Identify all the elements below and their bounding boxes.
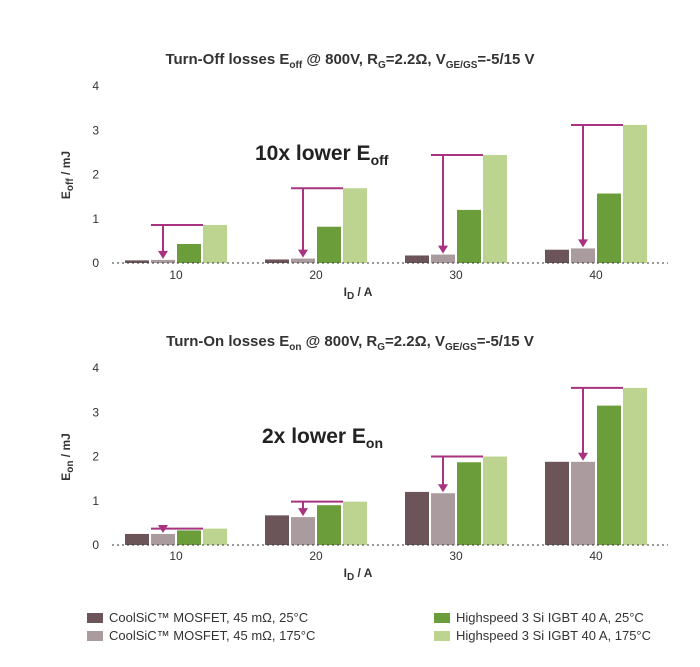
y-tick-label: 4 xyxy=(92,79,99,93)
bar-s1-c0 xyxy=(151,533,175,545)
y-tick-label: 3 xyxy=(92,123,99,137)
bar-s3-c0 xyxy=(203,528,227,545)
panel-turn-on: Turn-On losses Eon @ 800V, RG=2.2Ω, VGE/… xyxy=(59,333,668,583)
bar-s0-c3 xyxy=(545,461,569,545)
legend-swatch xyxy=(434,613,450,623)
x-tick-label: 30 xyxy=(449,549,463,563)
y-tick-label: 0 xyxy=(92,256,99,270)
reduction-arrow xyxy=(431,455,483,493)
y-tick-label: 0 xyxy=(92,538,99,552)
bar-s3-c1 xyxy=(343,501,367,545)
y-tick-label: 4 xyxy=(92,361,99,375)
bar-s1-c3 xyxy=(571,461,595,545)
bar-s3-c3 xyxy=(623,124,647,263)
bar-s3-c2 xyxy=(483,155,507,263)
y-tick-label: 1 xyxy=(92,494,99,508)
reduction-arrow xyxy=(291,500,343,517)
bar-s1-c1 xyxy=(291,258,315,263)
bar-s1-c1 xyxy=(291,517,315,545)
bar-s1-c2 xyxy=(431,254,455,263)
annotation: 10x lower Eoff xyxy=(255,142,389,168)
chart-title: Turn-On losses Eon @ 800V, RG=2.2Ω, VGE/… xyxy=(166,333,534,353)
x-tick-label: 40 xyxy=(589,549,603,563)
bar-s1-c3 xyxy=(571,248,595,263)
legend-label: CoolSiC™ MOSFET, 45 mΩ, 175°C xyxy=(109,628,316,643)
bar-s3-c1 xyxy=(343,188,367,263)
y-tick-label: 1 xyxy=(92,212,99,226)
reduction-arrow xyxy=(571,123,623,248)
x-tick-label: 10 xyxy=(169,268,183,282)
y-axis-label: Eoff / mJ xyxy=(59,151,76,199)
reduction-arrow xyxy=(151,223,203,259)
legend-label: CoolSiC™ MOSFET, 45 mΩ, 25°C xyxy=(109,610,309,625)
annotation: 2x lower Eon xyxy=(262,425,383,451)
bar-s1-c0 xyxy=(151,259,175,263)
bar-s0-c0 xyxy=(125,533,149,545)
bar-s1-c2 xyxy=(431,493,455,545)
bar-s3-c2 xyxy=(483,456,507,545)
reduction-arrow xyxy=(291,187,343,258)
legend-swatch xyxy=(434,631,450,641)
legend-label: Highspeed 3 Si IGBT 40 A, 25°C xyxy=(456,610,644,625)
bar-s0-c2 xyxy=(405,491,429,545)
bar-s2-c1 xyxy=(317,226,341,263)
y-tick-label: 3 xyxy=(92,405,99,419)
bar-s2-c2 xyxy=(457,209,481,263)
x-axis-label: ID / A xyxy=(344,285,373,302)
x-tick-label: 30 xyxy=(449,268,463,282)
bar-s2-c0 xyxy=(177,243,201,263)
y-axis-label: Eon / mJ xyxy=(59,433,76,481)
legend-swatch xyxy=(87,613,103,623)
bar-s2-c1 xyxy=(317,505,341,545)
bar-s2-c3 xyxy=(597,405,621,545)
y-tick-label: 2 xyxy=(92,450,99,464)
x-tick-label: 20 xyxy=(309,268,323,282)
bar-s2-c0 xyxy=(177,530,201,545)
legend-swatch xyxy=(87,631,103,641)
bar-s3-c0 xyxy=(203,224,227,263)
reduction-arrow xyxy=(151,524,203,533)
chart-title: Turn-Off losses Eoff @ 800V, RG=2.2Ω, VG… xyxy=(165,51,534,71)
panel-turn-off: Turn-Off losses Eoff @ 800V, RG=2.2Ω, VG… xyxy=(59,51,668,302)
bar-s2-c3 xyxy=(597,193,621,263)
bar-s0-c0 xyxy=(125,260,149,263)
bar-s2-c2 xyxy=(457,462,481,545)
bar-s3-c3 xyxy=(623,387,647,545)
x-tick-label: 20 xyxy=(309,549,323,563)
x-tick-label: 40 xyxy=(589,268,603,282)
reduction-arrow xyxy=(431,154,483,254)
reduction-arrow xyxy=(571,386,623,461)
legend-label: Highspeed 3 Si IGBT 40 A, 175°C xyxy=(456,628,652,643)
bar-s0-c1 xyxy=(265,259,289,263)
y-tick-label: 2 xyxy=(92,168,99,182)
x-tick-label: 10 xyxy=(169,549,183,563)
bar-s0-c3 xyxy=(545,249,569,263)
bar-s0-c1 xyxy=(265,515,289,545)
bar-s0-c2 xyxy=(405,255,429,263)
x-axis-label: ID / A xyxy=(344,566,373,583)
